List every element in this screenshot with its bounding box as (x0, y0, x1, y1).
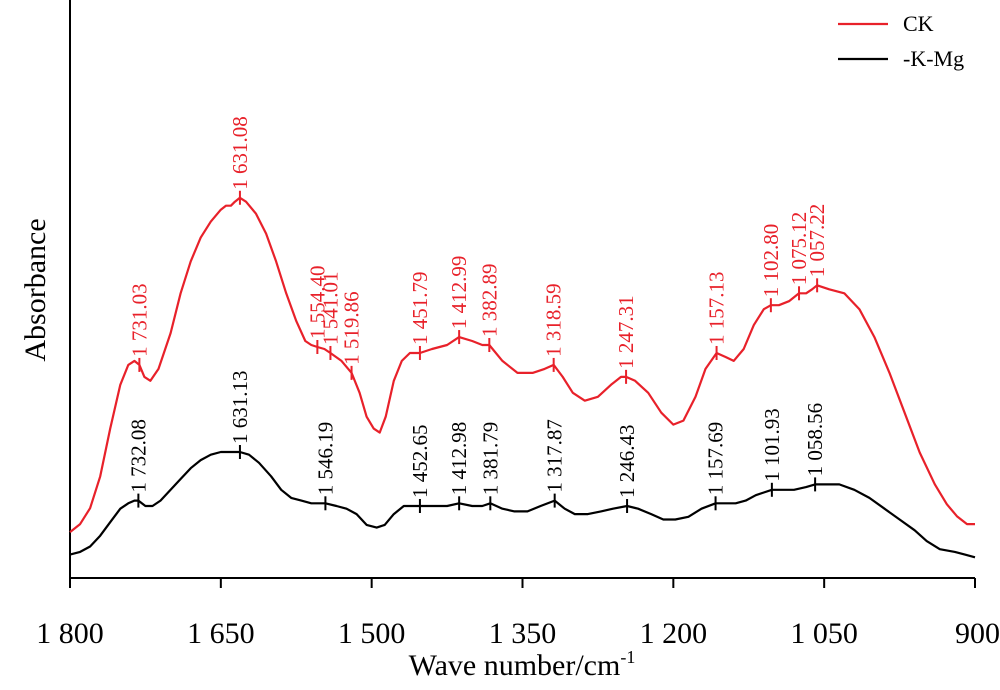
series-layer (69, 196, 976, 559)
legend-label-k-mg: -K-Mg (903, 46, 964, 71)
peak-label: 1 631.13 (228, 371, 252, 445)
peak-label: 1 546.19 (313, 422, 337, 496)
series-line-ck (69, 196, 975, 533)
peak-label: 1 452.65 (408, 425, 432, 499)
x-tick-label: 1 350 (489, 617, 557, 650)
peak-markers: 1 731.03 1 631.08 1 554.401 541.011 519.86… (126, 116, 829, 513)
peak-label: 1 554.40 (305, 266, 329, 340)
peak-label: 1 541.01 (318, 272, 342, 346)
peak-label: 1 247.31 (614, 295, 638, 369)
series-line-k-mg (69, 450, 976, 559)
peak-label: 1 318.59 (542, 283, 566, 357)
x-axis-title-main: Wave number/cm (409, 649, 621, 682)
x-tick-label: 1 200 (640, 617, 708, 650)
peak-label: 1 157.69 (704, 422, 728, 496)
peak-label: 1 381.79 (478, 422, 502, 496)
legend-label-ck: CK (903, 11, 934, 36)
peak-label: 1 412.98 (447, 422, 471, 496)
peak-label: 1 057.22 (805, 204, 829, 278)
y-axis-title: Absorbance (19, 218, 52, 361)
peak-label: 1 157.13 (705, 272, 729, 346)
peak-label: 1 631.08 (228, 116, 252, 190)
peak-label: 1 382.89 (477, 264, 501, 338)
peak-label: 1 412.99 (447, 256, 471, 330)
peak-label: 1 058.56 (803, 403, 827, 477)
x-tick-label: 1 650 (187, 617, 255, 650)
peak-label: 1 451.79 (408, 272, 432, 346)
peak-label: 1 101.93 (760, 408, 784, 482)
peak-label: 1 246.43 (615, 425, 639, 499)
x-tick-label: 900 (955, 617, 1000, 650)
x-axis-ticks: 1 800 1 650 1 500 1 350 1 200 1 050 900 (36, 578, 1000, 650)
peak-label: 1 102.80 (759, 224, 783, 298)
peak-label: 1 075.12 (787, 212, 811, 286)
x-axis-title: Wave number/cm-1 (409, 647, 636, 682)
legend: CK -K-Mg (838, 11, 964, 71)
x-tick-label: 1 500 (338, 617, 406, 650)
x-tick-label: 1 800 (36, 617, 104, 650)
x-tick-label: 1 050 (790, 617, 858, 650)
peak-label: 1 317.87 (543, 419, 567, 493)
peak-label: 1 519.86 (340, 291, 364, 365)
x-axis-title-superscript: -1 (620, 647, 635, 667)
peak-label: 1 732.08 (126, 419, 150, 493)
peak-label: 1 731.03 (127, 283, 151, 357)
